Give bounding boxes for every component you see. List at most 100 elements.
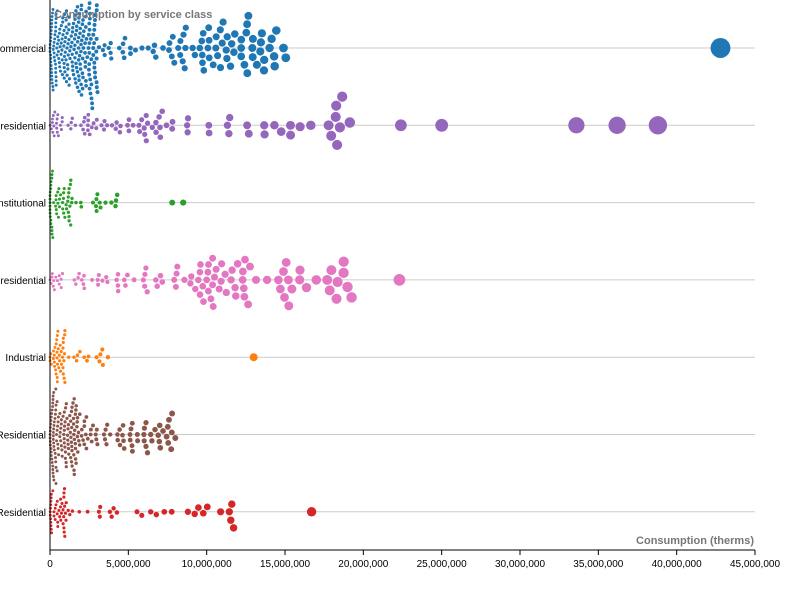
- data-point: [92, 22, 97, 27]
- data-point: [69, 178, 73, 182]
- data-point: [63, 329, 67, 333]
- data-point: [82, 355, 87, 360]
- data-point: [55, 338, 59, 342]
- data-point: [129, 443, 135, 449]
- data-point: [80, 71, 85, 76]
- data-point: [70, 116, 74, 120]
- data-point: [51, 130, 55, 134]
- data-point: [61, 340, 65, 345]
- data-point: [58, 45, 62, 49]
- data-point: [227, 276, 235, 284]
- data-point: [81, 46, 86, 50]
- data-point: [156, 114, 162, 120]
- data-point: [69, 34, 73, 38]
- data-point: [59, 277, 63, 281]
- data-point: [84, 37, 89, 41]
- x-tick-label: 30,000,000: [495, 559, 545, 570]
- data-point: [72, 278, 77, 282]
- data-point: [76, 20, 81, 24]
- data-point: [123, 283, 128, 288]
- data-point: [87, 6, 92, 10]
- data-point: [74, 51, 79, 55]
- data-point: [283, 275, 293, 285]
- data-point: [200, 298, 207, 305]
- data-point: [166, 47, 172, 54]
- data-point: [90, 101, 95, 106]
- data-point: [83, 65, 88, 69]
- data-point: [58, 430, 62, 434]
- data-point: [168, 429, 175, 436]
- data-point: [142, 131, 148, 138]
- data-point: [55, 433, 58, 436]
- data-point: [54, 403, 58, 407]
- data-point: [108, 432, 113, 437]
- data-point: [72, 437, 77, 442]
- data-point: [306, 120, 316, 131]
- data-point: [76, 276, 80, 280]
- data-point: [344, 117, 356, 128]
- data-point: [215, 285, 223, 293]
- data-point: [55, 46, 59, 50]
- data-point: [77, 89, 81, 94]
- data-point: [66, 508, 70, 513]
- data-point: [127, 437, 133, 443]
- data-point: [104, 274, 109, 280]
- category-labels: Commercial residential Institutional reside…: [0, 44, 46, 519]
- data-point: [117, 427, 122, 432]
- data-point: [52, 420, 56, 424]
- data-point: [204, 268, 212, 276]
- data-point: [50, 461, 54, 464]
- data-point: [191, 51, 199, 59]
- data-point: [81, 438, 85, 442]
- data-point: [72, 397, 76, 401]
- data-point: [295, 265, 305, 275]
- data-point: [174, 263, 181, 270]
- data-point: [55, 350, 59, 354]
- data-point: [59, 426, 63, 430]
- data-point: [216, 64, 225, 72]
- data-point: [214, 52, 222, 60]
- data-point: [82, 115, 87, 120]
- data-point: [56, 442, 60, 446]
- data-point: [137, 129, 143, 135]
- data-point: [78, 349, 82, 354]
- data-point: [143, 138, 149, 144]
- data-point: [295, 122, 305, 132]
- data-point: [53, 451, 57, 455]
- data-point: [56, 424, 60, 428]
- data-point: [86, 123, 90, 128]
- x-tick-label: 45,000,000: [730, 559, 780, 570]
- data-point: [60, 272, 65, 276]
- data-point: [286, 120, 295, 130]
- data-point: [64, 203, 68, 207]
- data-point: [332, 139, 343, 150]
- data-point: [287, 284, 297, 294]
- data-point: [144, 450, 151, 456]
- data-point: [65, 416, 69, 421]
- data-point: [84, 446, 89, 451]
- data-point: [73, 441, 78, 446]
- data-point: [92, 27, 97, 32]
- data-point: [205, 129, 213, 137]
- data-point: [62, 491, 66, 495]
- data-point: [52, 478, 56, 482]
- data-point: [83, 41, 87, 45]
- data-point: [51, 437, 55, 441]
- data-point: [346, 292, 357, 303]
- data-point: [62, 432, 66, 437]
- data-point: [330, 111, 341, 122]
- data-point: [55, 400, 59, 404]
- data-point: [76, 58, 81, 62]
- data-point: [62, 495, 66, 499]
- data-point: [68, 512, 72, 517]
- data-point: [83, 432, 88, 437]
- data-point: [52, 360, 56, 364]
- data-point: [73, 13, 77, 17]
- data-point: [52, 124, 56, 128]
- data-point: [75, 420, 79, 424]
- data-point: [141, 431, 147, 438]
- data-point: [157, 444, 164, 451]
- data-point: [232, 292, 240, 300]
- data-point: [62, 410, 66, 414]
- data-point: [77, 510, 82, 514]
